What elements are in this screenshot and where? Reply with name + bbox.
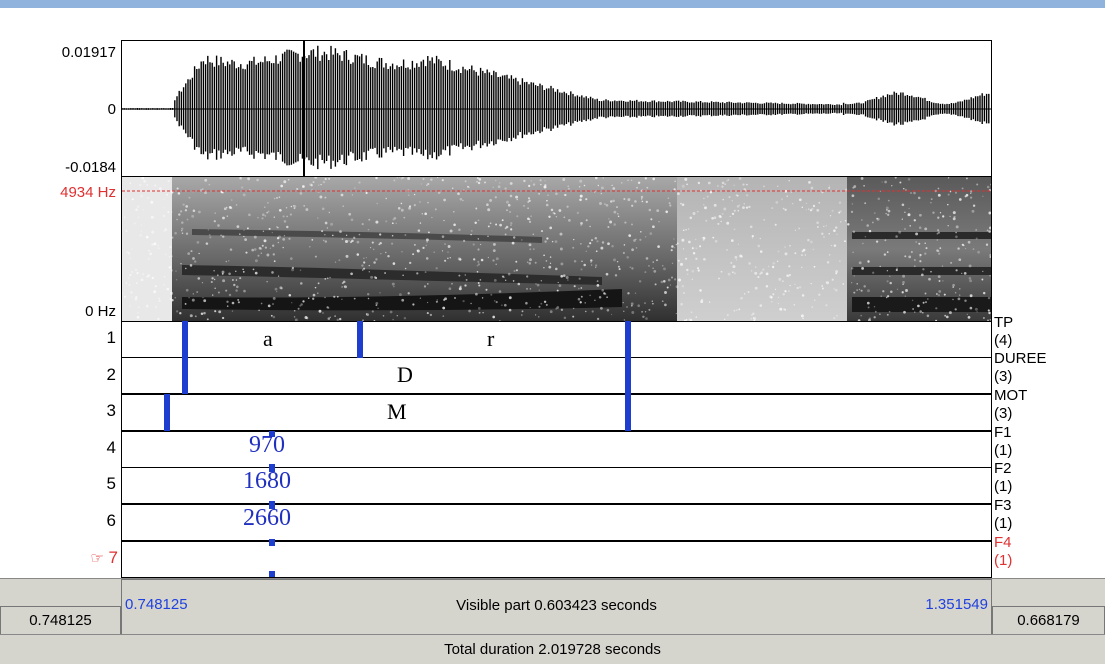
tier-7-point-marker-lower[interactable]	[269, 571, 275, 577]
tier-1-row[interactable]	[121, 321, 992, 358]
tier-1-segment-a: a	[263, 326, 273, 351]
visible-end-time: 1.351549	[925, 596, 988, 613]
tier-7-number[interactable]: ☞ 7	[78, 548, 118, 568]
tier-2-name[interactable]: DUREE (3)	[994, 350, 1047, 385]
tier-3-number[interactable]: 3	[106, 401, 116, 420]
tier-2-segment-d: D	[397, 362, 413, 387]
tier-1-segment-r: r	[487, 326, 495, 351]
tier-1-boundary-r-start[interactable]	[357, 321, 363, 358]
window-title-bar	[0, 0, 1105, 8]
total-duration-bar[interactable]: Total duration 2.019728 seconds	[0, 634, 1105, 664]
tier-6-number[interactable]: 6	[106, 511, 116, 530]
right-time-box[interactable]: 0.668179	[992, 606, 1105, 635]
tier-5-name[interactable]: F2 (1)	[994, 460, 1013, 495]
waveform-panel[interactable]	[121, 40, 992, 177]
tier-6-name[interactable]: F3 (1)	[994, 497, 1013, 532]
tier-7-name[interactable]: F4 (1)	[994, 534, 1013, 569]
tier-7-row[interactable]	[121, 541, 992, 578]
tier-1-boundary-a-start[interactable]	[182, 321, 188, 358]
left-time-box[interactable]: 0.748125	[0, 606, 121, 635]
spectrogram-image	[122, 177, 991, 321]
tier-5-point-value: 1680	[243, 468, 291, 494]
tier-4-point-value: 970	[249, 432, 285, 458]
spectrogram-max-freq-label: 4934 Hz	[60, 184, 116, 201]
visible-time-bar: 0.748125 0.748125 Visible part 0.603423 …	[0, 578, 1105, 635]
visible-start-time: 0.748125	[125, 596, 188, 613]
tier-7-number-text: 7	[108, 548, 118, 567]
tier-2-row[interactable]	[121, 357, 992, 394]
waveform-signal	[121, 45, 990, 170]
tier-2-boundary-start[interactable]	[182, 357, 188, 394]
pointing-hand-icon: ☞	[90, 550, 104, 567]
tier-6-point-value: 2660	[243, 505, 291, 531]
tier-6-row[interactable]	[121, 504, 992, 541]
tier-6-point-marker[interactable]	[269, 501, 275, 509]
tier-1-number[interactable]: 1	[106, 328, 116, 347]
tier-boundary-end[interactable]	[625, 321, 631, 431]
spectrogram-panel[interactable]	[121, 177, 992, 321]
tier-5-number[interactable]: 5	[106, 474, 116, 493]
tier-1-name[interactable]: TP (4)	[994, 314, 1014, 349]
tier-4-point-marker[interactable]	[269, 431, 275, 437]
total-duration-label: Total duration 2.019728 seconds	[444, 641, 661, 658]
tier-3-boundary-start[interactable]	[164, 394, 170, 431]
spectrogram-min-freq-label: 0 Hz	[85, 303, 116, 320]
tier-4-number[interactable]: 4	[106, 438, 116, 457]
waveform-zero-label: 0	[107, 101, 116, 118]
spectrogram-noise	[122, 177, 991, 321]
tier-5-row[interactable]	[121, 467, 992, 504]
tier-3-name[interactable]: MOT (3)	[994, 387, 1028, 422]
visible-part-box[interactable]: 0.748125 Visible part 0.603423 seconds 1…	[121, 579, 992, 635]
waveform-min-label: -0.0184	[65, 159, 116, 176]
waveform-plot	[121, 41, 991, 176]
waveform-max-label: 0.01917	[61, 44, 116, 61]
tier-3-row[interactable]	[121, 394, 992, 431]
tier-2-number[interactable]: 2	[106, 365, 116, 384]
tier-7-point-marker[interactable]	[269, 539, 275, 546]
textgrid-tiers: a r D M 970 1680 2660	[121, 321, 992, 578]
tier-3-segment-m: M	[387, 399, 407, 424]
visible-part-label: Visible part 0.603423 seconds	[456, 597, 657, 614]
tier-5-point-marker[interactable]	[269, 464, 275, 472]
tier-4-name[interactable]: F1 (1)	[994, 424, 1013, 459]
